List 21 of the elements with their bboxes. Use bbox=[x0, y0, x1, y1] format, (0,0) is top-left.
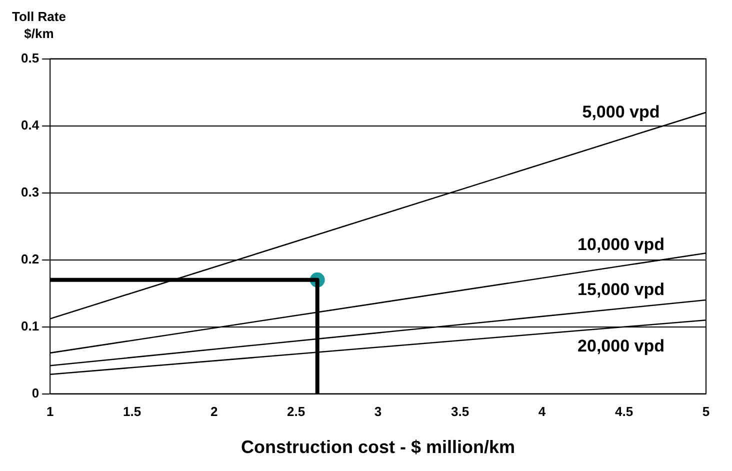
y-axis-title: Toll Rate $/km bbox=[12, 8, 66, 42]
series-label: 10,000 vpd bbox=[578, 235, 664, 254]
y-tick-label: 0.4 bbox=[20, 117, 40, 132]
x-tick-label: 5 bbox=[702, 404, 710, 420]
x-tick-label: 4.5 bbox=[614, 404, 634, 420]
series-label: 5,000 vpd bbox=[582, 102, 660, 122]
x-tick-label: 1 bbox=[46, 404, 54, 420]
y-tick-label: 0.1 bbox=[20, 318, 40, 334]
y-tick-label: 0 bbox=[32, 385, 40, 400]
x-tick-label: 3.5 bbox=[450, 404, 470, 420]
y-tick-label: 0.2 bbox=[20, 251, 40, 266]
x-axis-title: Construction cost - $ million/km bbox=[241, 437, 516, 458]
x-tick-label: 1.5 bbox=[123, 404, 142, 420]
y-tick-label: 0.5 bbox=[20, 50, 40, 66]
x-tick-label: 2.5 bbox=[287, 404, 306, 420]
y-tick-label: 0.3 bbox=[20, 184, 40, 200]
series-label: 20,000 vpd bbox=[578, 336, 664, 356]
series-label: 15,000 vpd bbox=[578, 280, 664, 299]
x-tick-label: 3 bbox=[374, 404, 382, 420]
x-tick-label: 2 bbox=[210, 404, 218, 420]
x-tick-label: 4 bbox=[538, 404, 546, 420]
